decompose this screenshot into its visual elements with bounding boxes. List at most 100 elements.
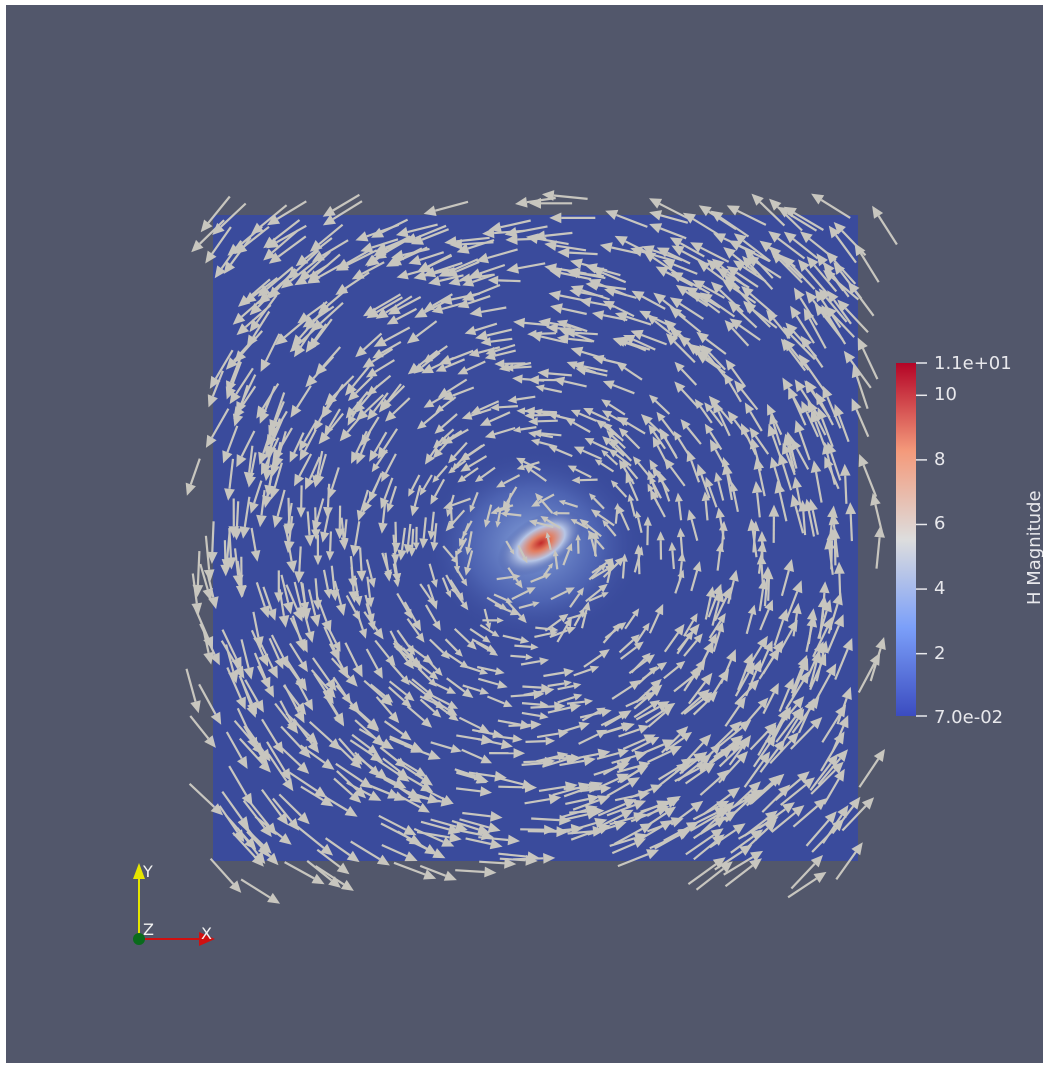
vector-arrow (198, 683, 222, 725)
arrow-shaft (385, 777, 413, 798)
arrow-shaft (430, 741, 453, 750)
arrow-shaft (419, 864, 447, 877)
arrow-head (498, 362, 510, 372)
arrow-shaft (493, 593, 508, 602)
arrow-head (614, 235, 628, 247)
arrow-head (748, 679, 760, 691)
arrow-head (422, 690, 434, 701)
arrow-shaft (733, 419, 750, 440)
vector-arrow (572, 795, 611, 811)
arrow-head (262, 495, 273, 508)
arrow-shaft (354, 521, 361, 546)
x-axis-label: X (201, 924, 212, 943)
arrow-shaft (716, 551, 722, 571)
arrow-head (298, 660, 308, 673)
vector-arrow (304, 511, 315, 547)
arrow-head (228, 526, 240, 539)
arrow-head (268, 286, 281, 299)
arrow-shaft (742, 827, 769, 853)
arrow-shaft (198, 683, 217, 715)
arrow-head (485, 622, 492, 630)
vector-arrow (448, 506, 455, 528)
vector-arrow (221, 629, 242, 670)
vector-arrow (520, 824, 556, 835)
arrow-shaft (285, 584, 299, 612)
arrow-head (711, 258, 725, 271)
vector-arrow (450, 238, 494, 250)
arrow-head (810, 410, 821, 424)
vector-arrow (417, 410, 440, 430)
vector-arrow (278, 589, 290, 628)
vector-arrow (185, 668, 201, 714)
arrow-head (260, 358, 271, 372)
arrow-shaft (237, 820, 264, 847)
vector-arrow (714, 472, 725, 501)
arrow-head (654, 603, 664, 616)
arrow-shaft (478, 738, 503, 746)
arrow-head (669, 327, 682, 340)
vector-arrow (834, 561, 845, 601)
arrow-shaft (813, 673, 832, 703)
arrow-head (272, 448, 284, 462)
arrow-shaft (605, 524, 617, 537)
arrow-head (423, 869, 437, 880)
vector-arrow (518, 601, 540, 609)
arrow-head (825, 663, 837, 677)
arrow-head (599, 242, 613, 253)
vector-arrow (498, 361, 532, 372)
arrow-head (528, 417, 538, 426)
arrow-shaft (566, 613, 582, 621)
arrow-head (515, 579, 523, 589)
arrow-head (661, 739, 675, 750)
arrow-head (747, 604, 757, 616)
render-viewport[interactable]: 1.1e+01 7.0e-02 10 8 6 4 2 H Magnitude Y Z X (6, 5, 1043, 1063)
arrow-shaft (433, 478, 446, 498)
vector-arrow (199, 563, 213, 601)
vector-arrow (374, 235, 413, 253)
arrow-head (473, 771, 485, 781)
arrow-shaft (199, 219, 225, 245)
arrow-head (695, 751, 708, 763)
colorbar-gradient[interactable] (896, 363, 916, 716)
arrow-head (693, 633, 703, 644)
arrow-head (748, 781, 761, 794)
arrow-shaft (833, 538, 837, 566)
arrow-head (668, 541, 677, 551)
arrow-head (317, 301, 331, 314)
arrow-head (513, 748, 526, 759)
arrow-shaft (678, 313, 702, 334)
arrow-shaft (771, 811, 796, 833)
vector-arrow (771, 251, 803, 284)
arrow-shaft (436, 465, 448, 479)
arrow-head (445, 590, 452, 598)
arrow-shaft (813, 264, 838, 293)
vector-arrow (250, 527, 261, 562)
arrow-shaft (249, 452, 257, 477)
arrow-shaft (411, 678, 429, 693)
vector-arrow (372, 786, 407, 801)
arrow-head (322, 205, 336, 217)
vector-arrow (469, 491, 479, 513)
arrow-shaft (786, 212, 818, 232)
arrow-head (519, 719, 532, 730)
arrow-head (646, 849, 660, 860)
arrow-shaft (585, 369, 608, 377)
arrow-head (190, 700, 201, 714)
arrow-head (280, 276, 294, 289)
arrow-shaft (601, 726, 625, 735)
arrow-head (450, 238, 463, 250)
arrow-head (427, 749, 441, 760)
arrow-shaft (266, 741, 286, 772)
arrow-shaft (820, 741, 840, 772)
arrow-head (757, 697, 769, 709)
arrow-shaft (600, 462, 615, 473)
arrow-head (525, 233, 539, 244)
arrow-head (556, 333, 569, 344)
arrow-head (579, 297, 592, 308)
arrow-head (542, 758, 553, 768)
vector-arrow (423, 391, 451, 408)
vector-arrow (373, 326, 411, 347)
arrow-shaft (834, 648, 849, 681)
vector-arrow (870, 493, 883, 532)
vector-arrow (280, 574, 294, 615)
